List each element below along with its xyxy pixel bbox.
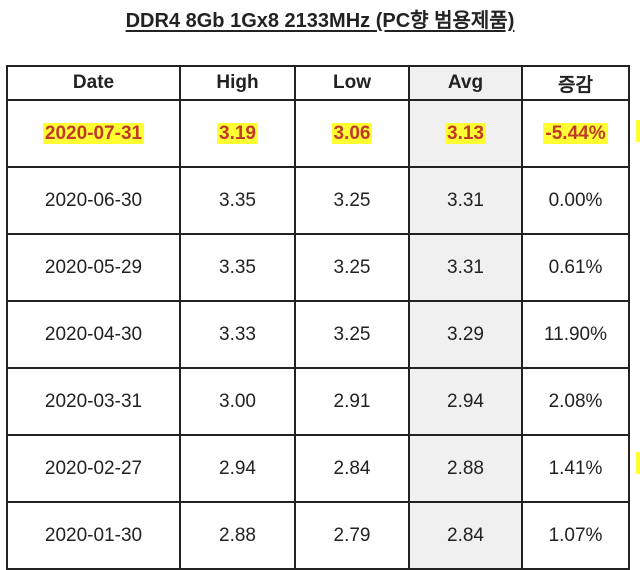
- cell-avg: 3.29: [408, 300, 523, 369]
- cell-high-text: 3.19: [217, 122, 258, 144]
- cell-date-text: 2020-03-31: [44, 390, 143, 412]
- page-title: DDR4 8Gb 1Gx8 2133MHz (PC향 범용제품): [0, 4, 640, 33]
- cell-date: 2020-06-30: [6, 166, 181, 235]
- cell-date: 2020-02-27: [6, 434, 181, 503]
- header-date: Date: [6, 65, 181, 101]
- cell-low: 2.79: [294, 501, 410, 570]
- cell-high-text: 3.35: [219, 256, 256, 278]
- cell-low-text: 3.25: [333, 189, 371, 211]
- cell-high-text: 2.94: [219, 457, 256, 479]
- cell-high: 3.19: [179, 99, 296, 168]
- table-row: 2020-02-27 2.94 2.84 2.88 1.41%: [6, 434, 630, 503]
- cell-high-text: 3.35: [219, 189, 256, 211]
- cell-avg-text: 3.31: [447, 256, 484, 278]
- cell-avg: 2.84: [408, 501, 523, 570]
- cell-change-text: 0.00%: [548, 189, 603, 211]
- cell-avg: 3.31: [408, 233, 523, 302]
- cell-avg-text: 3.31: [447, 189, 484, 211]
- cell-date: 2020-04-30: [6, 300, 181, 369]
- cell-change-text: 1.41%: [548, 457, 603, 479]
- cell-date-text: 2020-02-27: [44, 457, 143, 479]
- table-row: 2020-07-31 3.19 3.06 3.13 -5.44%: [6, 99, 630, 168]
- table-header-row: Date High Low Avg 증감: [6, 65, 630, 101]
- cell-low-text: 2.84: [333, 457, 371, 479]
- cell-change: 1.07%: [521, 501, 630, 570]
- highlight-mark: [636, 452, 640, 474]
- cell-date-text: 2020-01-30: [44, 524, 143, 546]
- table-row: 2020-04-30 3.33 3.25 3.29 11.90%: [6, 300, 630, 369]
- cell-high: 2.88: [179, 501, 296, 570]
- cell-change: -5.44%: [521, 99, 630, 168]
- cell-avg: 2.88: [408, 434, 523, 503]
- cell-change: 0.61%: [521, 233, 630, 302]
- header-change: 증감: [521, 65, 630, 101]
- cell-change: 1.41%: [521, 434, 630, 503]
- cell-low-text: 3.25: [333, 256, 371, 278]
- cell-low: 2.84: [294, 434, 410, 503]
- cell-date: 2020-03-31: [6, 367, 181, 436]
- cell-date-text: 2020-06-30: [44, 189, 143, 211]
- table-row: 2020-06-30 3.35 3.25 3.31 0.00%: [6, 166, 630, 235]
- cell-high: 3.33: [179, 300, 296, 369]
- table-row: 2020-05-29 3.35 3.25 3.31 0.61%: [6, 233, 630, 302]
- cell-date-text: 2020-05-29: [44, 256, 143, 278]
- cell-high-text: 2.88: [219, 524, 256, 546]
- cell-change: 11.90%: [521, 300, 630, 369]
- cell-high: 3.35: [179, 166, 296, 235]
- cell-low-text: 3.25: [333, 323, 371, 345]
- cell-avg: 2.94: [408, 367, 523, 436]
- cell-low: 3.06: [294, 99, 410, 168]
- cell-change: 2.08%: [521, 367, 630, 436]
- cell-avg-text: 2.88: [447, 457, 484, 479]
- cell-change-text: -5.44%: [543, 122, 608, 144]
- cell-high: 3.35: [179, 233, 296, 302]
- cell-date-text: 2020-04-30: [44, 323, 143, 345]
- highlight-mark: [636, 120, 640, 142]
- cell-low: 3.25: [294, 300, 410, 369]
- cell-avg: 3.31: [408, 166, 523, 235]
- cell-change-text: 11.90%: [543, 323, 608, 345]
- cell-avg-text: 3.29: [447, 323, 484, 345]
- cell-change: 0.00%: [521, 166, 630, 235]
- cell-change-text: 1.07%: [548, 524, 603, 546]
- cell-avg-text: 2.94: [447, 390, 484, 412]
- cell-low: 2.91: [294, 367, 410, 436]
- cell-high-text: 3.00: [219, 390, 256, 412]
- cell-date: 2020-05-29: [6, 233, 181, 302]
- cell-date-text: 2020-07-31: [42, 122, 145, 144]
- price-table: Date High Low Avg 증감 2020-07-31 3.19 3.06 3…: [6, 65, 630, 570]
- cell-avg-text: 2.84: [447, 524, 484, 546]
- header-low: Low: [294, 65, 410, 101]
- cell-avg: 3.13: [408, 99, 523, 168]
- cell-low-text: 2.79: [333, 524, 371, 546]
- cell-low-text: 3.06: [331, 122, 373, 144]
- cell-date: 2020-07-31: [6, 99, 181, 168]
- cell-change-text: 0.61%: [548, 256, 603, 278]
- table-row: 2020-01-30 2.88 2.79 2.84 1.07%: [6, 501, 630, 570]
- cell-high: 2.94: [179, 434, 296, 503]
- cell-low: 3.25: [294, 166, 410, 235]
- cell-low-text: 2.91: [333, 390, 371, 412]
- header-avg: Avg: [408, 65, 523, 101]
- table-row: 2020-03-31 3.00 2.91 2.94 2.08%: [6, 367, 630, 436]
- cell-change-text: 2.08%: [548, 390, 603, 412]
- title-text: DDR4 8Gb 1Gx8 2133MHz (PC향 범용제품): [125, 10, 515, 32]
- cell-high: 3.00: [179, 367, 296, 436]
- cell-high-text: 3.33: [219, 323, 256, 345]
- header-high: High: [179, 65, 296, 101]
- cell-low: 3.25: [294, 233, 410, 302]
- cell-date: 2020-01-30: [6, 501, 181, 570]
- cell-avg-text: 3.13: [445, 122, 486, 144]
